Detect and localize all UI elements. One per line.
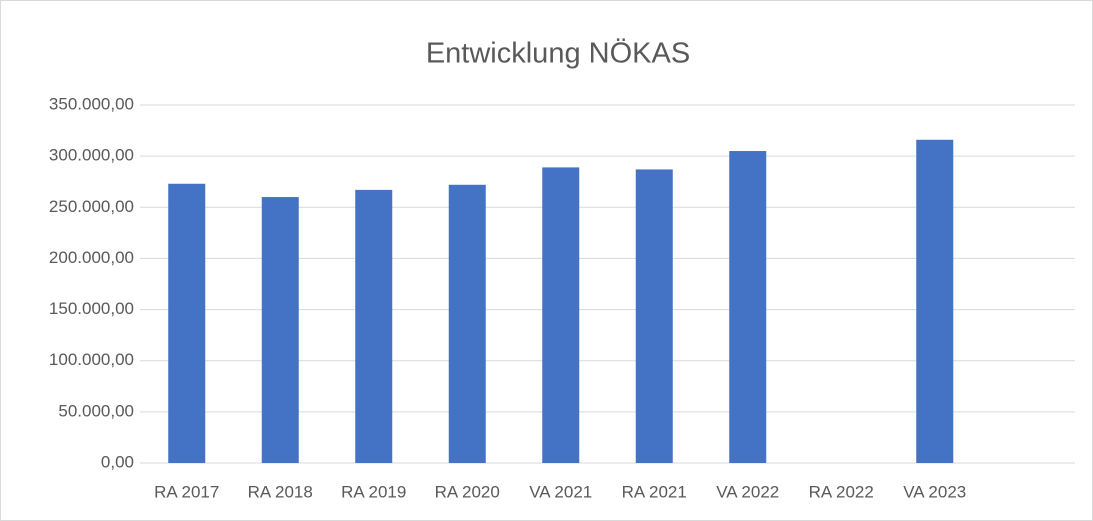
x-tick-label: RA 2019 xyxy=(341,482,406,501)
y-tick-label: 300.000,00 xyxy=(49,146,134,165)
y-tick-label: 150.000,00 xyxy=(49,299,134,318)
x-tick-label: VA 2023 xyxy=(903,482,966,501)
bar xyxy=(355,189,393,463)
x-tick-label: RA 2021 xyxy=(622,482,687,501)
x-tick-label: RA 2022 xyxy=(809,482,874,501)
x-tick-label: VA 2021 xyxy=(529,482,592,501)
y-tick-label: 50.000,00 xyxy=(58,401,134,420)
x-tick-label: RA 2020 xyxy=(435,482,500,501)
x-tick-label: VA 2022 xyxy=(716,482,779,501)
y-tick-label: 200.000,00 xyxy=(49,248,134,267)
bar xyxy=(542,167,580,463)
bar xyxy=(916,139,954,463)
chart-title: Entwicklung NÖKAS xyxy=(426,38,690,70)
bar xyxy=(729,151,767,463)
x-tick-label: RA 2017 xyxy=(154,482,219,501)
y-tick-label: 100.000,00 xyxy=(49,350,134,369)
y-tick-label: 250.000,00 xyxy=(49,197,134,216)
bar xyxy=(168,183,206,463)
bar xyxy=(448,184,486,464)
y-tick-label: 350.000,00 xyxy=(49,94,134,113)
bar xyxy=(635,169,673,463)
x-tick-label: RA 2018 xyxy=(248,482,313,501)
y-tick-label: 0,00 xyxy=(101,452,134,471)
bar xyxy=(261,197,299,464)
